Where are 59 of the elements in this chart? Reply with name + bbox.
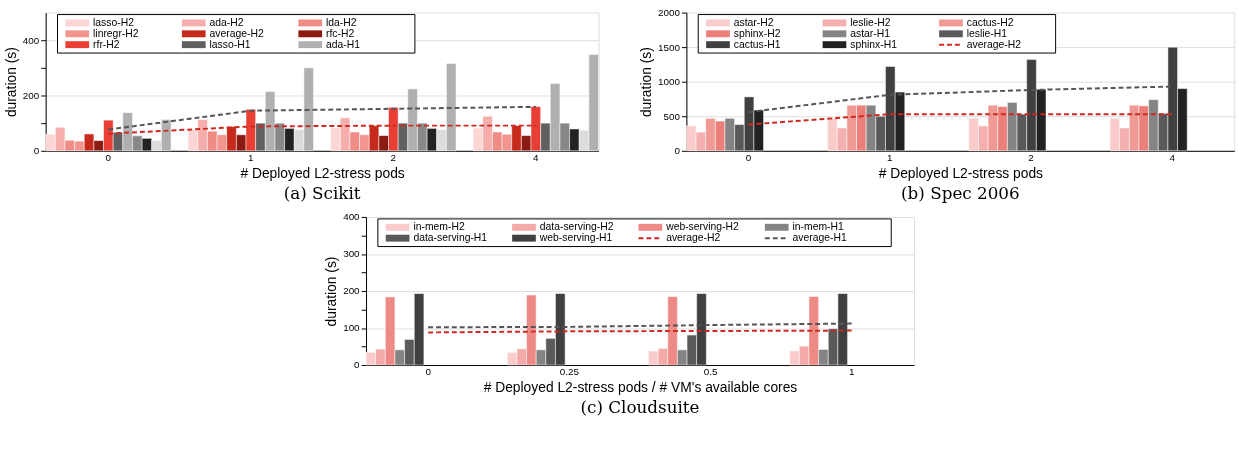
y-tick-label: 2000: [658, 7, 681, 19]
y-tick-label: 300: [343, 248, 361, 260]
x-tick-label: 0: [105, 152, 112, 164]
y-tick-label: 200: [343, 285, 361, 297]
legend-label: lasso-H1: [209, 38, 251, 50]
legend-label: cactus-H2: [966, 16, 1014, 28]
y-tick-label: 400: [22, 34, 40, 46]
legend-label: average-H2: [209, 27, 264, 39]
x-tick-label: 2: [390, 152, 397, 164]
x-tick-label: 1: [248, 152, 254, 164]
legend-label: lda-H2: [326, 16, 357, 28]
x-tick-label: 1: [887, 152, 893, 164]
legend-label: in-mem-H2: [413, 221, 465, 233]
legend-label: in-mem-H1: [792, 221, 844, 233]
line-series: [107, 105, 537, 131]
legend-label: astar-H1: [850, 27, 891, 39]
x-tick-label: 0: [425, 366, 432, 378]
y-tick-label: 500: [663, 110, 681, 122]
legend-label: leslie-H1: [966, 27, 1008, 39]
y-axis-title: duration (s): [323, 256, 340, 327]
legend-label: ada-H1: [326, 38, 361, 50]
y-tick-label: 1500: [658, 41, 681, 53]
text: (c) Cloudsuite: [580, 397, 700, 418]
legend-label: average-H2: [966, 38, 1022, 50]
y-tick-label: 400: [343, 211, 361, 223]
x-axis-title: # Deployed L2-stress pods: [240, 164, 405, 181]
legend-label: astar-H2: [733, 16, 774, 28]
x-tick-label: 0.5: [703, 366, 718, 378]
legend-label: data-serving-H1: [413, 232, 488, 244]
legend-label: average-H1: [792, 232, 847, 244]
y-tick-label: 100: [343, 322, 361, 334]
text: (b) Spec 2006: [901, 183, 1020, 204]
line-series: [747, 85, 1174, 114]
y-axis-title: duration (s): [638, 47, 655, 118]
y-tick-label: 1000: [658, 76, 681, 88]
legend-label: web-serving-H1: [538, 232, 613, 244]
x-tick-label: 4: [1169, 152, 1176, 164]
legend-label: leslie-H2: [850, 16, 891, 28]
legend-label: average-H2: [666, 232, 721, 244]
x-tick-label: 0: [745, 152, 752, 164]
text: (a) Scikit: [283, 183, 361, 204]
legend-label: cactus-H1: [733, 38, 781, 50]
legend-label: ada-H2: [209, 16, 244, 28]
x-axis-title: # Deployed L2-stress pods / # VM's available cores: [483, 379, 798, 396]
legend-label: web-serving-H2: [665, 221, 739, 233]
x-tick-label: 4: [533, 152, 540, 164]
x-tick-label: 0.25: [559, 366, 580, 378]
legend-label: data-serving-H2: [539, 221, 614, 233]
x-axis-title: # Deployed L2-stress pods: [878, 164, 1044, 181]
x-tick-label: 2: [1028, 152, 1034, 164]
legend-label: rfr-H2: [93, 38, 120, 50]
legend-label: rfc-H2: [326, 27, 355, 39]
y-tick-label: 200: [22, 89, 40, 101]
x-tick-label: 1: [849, 366, 855, 378]
legend-label: lasso-H2: [93, 16, 135, 28]
legend-label: sphinx-H1: [850, 38, 898, 50]
y-axis-title: duration (s): [2, 47, 19, 118]
legend-label: linregr-H2: [93, 27, 139, 39]
legend-label: sphinx-H2: [733, 27, 781, 39]
